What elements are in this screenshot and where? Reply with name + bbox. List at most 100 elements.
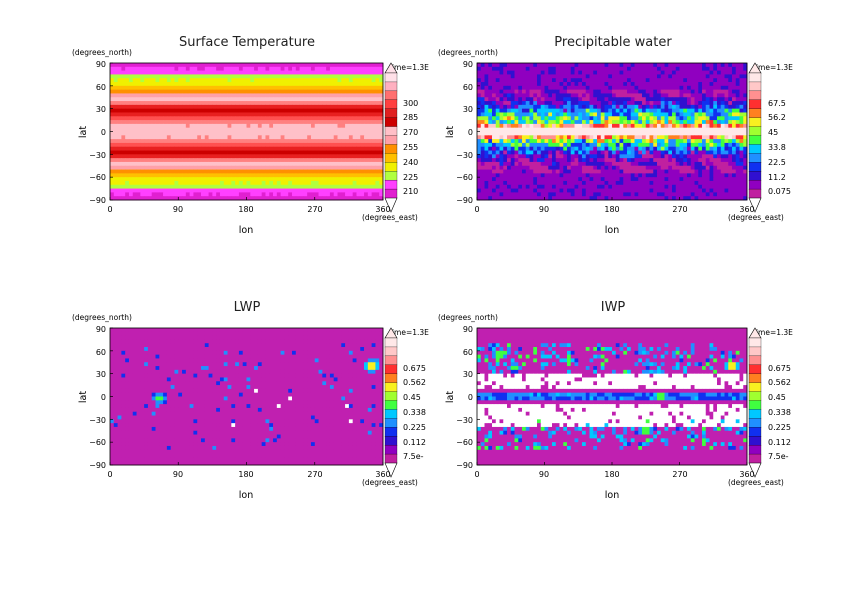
- heatmap-cell: [649, 161, 654, 167]
- heatmap-cell: [582, 177, 587, 182]
- heatmap-cell: [630, 97, 635, 102]
- heatmap-cell: [698, 146, 703, 151]
- heatmap-cell: [238, 108, 244, 113]
- heatmap-cell: [642, 120, 647, 125]
- heatmap-cell: [672, 70, 677, 75]
- heatmap-cell: [375, 82, 380, 87]
- heatmap-cell: [660, 180, 665, 186]
- heatmap-cell: [630, 158, 635, 163]
- heatmap-cell: [136, 192, 141, 197]
- heatmap-cell: [307, 97, 312, 102]
- heatmap-cell: [514, 82, 519, 87]
- heatmap-cell: [574, 70, 579, 75]
- heatmap-cell: [724, 173, 729, 178]
- heatmap-cell: [593, 165, 598, 170]
- heatmap-cell: [322, 177, 327, 182]
- heatmap-cell: [189, 184, 194, 189]
- heatmap-cell: [657, 66, 662, 72]
- heatmap-cell: [544, 78, 549, 83]
- heatmap-cell: [518, 120, 523, 125]
- heatmap-cell: [367, 89, 373, 94]
- heatmap-cell: [537, 82, 542, 87]
- heatmap-cell: [299, 184, 304, 189]
- heatmap-cell: [299, 97, 304, 102]
- heatmap-cell: [653, 85, 658, 91]
- heatmap-cell: [675, 177, 680, 182]
- heatmap-cell: [518, 93, 523, 98]
- heatmap-cell: [147, 142, 153, 148]
- heatmap-cell: [257, 192, 263, 197]
- heatmap-cell: [144, 123, 149, 129]
- heatmap-cell: [743, 169, 748, 174]
- heatmap-cell: [645, 70, 650, 75]
- heatmap-cell: [687, 161, 692, 167]
- heatmap-cell: [732, 78, 737, 83]
- heatmap-cell: [174, 74, 179, 79]
- heatmap-cell: [642, 158, 647, 163]
- heatmap-cell: [608, 74, 613, 79]
- heatmap-cell: [216, 180, 221, 186]
- heatmap-cell: [724, 139, 729, 144]
- heatmap-cell: [356, 142, 361, 148]
- heatmap-cell: [174, 161, 179, 167]
- heatmap-cell: [522, 139, 527, 144]
- heatmap-cell: [261, 135, 266, 140]
- heatmap-cell: [242, 161, 247, 167]
- heatmap-cell: [314, 150, 319, 155]
- heatmap-cell: [144, 101, 149, 106]
- heatmap-cell: [322, 120, 327, 125]
- heatmap-cell: [216, 146, 221, 151]
- heatmap-cell: [600, 93, 605, 98]
- heatmap-cell: [735, 142, 740, 148]
- heatmap-cell: [288, 169, 293, 174]
- heatmap-cell: [182, 131, 187, 136]
- heatmap-cell: [375, 150, 380, 155]
- heatmap-cell: [261, 131, 266, 136]
- heatmap-cell: [292, 78, 297, 83]
- heatmap-cell: [664, 177, 669, 182]
- heatmap-cell: [597, 165, 602, 170]
- heatmap-cell: [597, 142, 602, 148]
- heatmap-cell: [675, 93, 680, 98]
- heatmap-cell: [555, 154, 560, 159]
- heatmap-cell: [484, 63, 489, 68]
- heatmap-cell: [159, 120, 164, 125]
- heatmap-cell: [702, 173, 707, 178]
- heatmap-cell: [600, 146, 605, 151]
- heatmap-cell: [341, 135, 346, 140]
- heatmap-cell: [227, 196, 232, 201]
- heatmap-cell: [634, 139, 639, 144]
- heatmap-cell: [627, 85, 632, 91]
- heatmap-cell: [522, 63, 527, 68]
- heatmap-cell: [322, 85, 327, 91]
- heatmap-cell: [593, 169, 598, 174]
- heatmap-cell: [288, 184, 293, 189]
- heatmap-cell: [227, 154, 232, 159]
- heatmap-cell: [163, 158, 168, 163]
- heatmap-cell: [645, 142, 650, 148]
- heatmap-cell: [197, 85, 202, 91]
- heatmap-cell: [189, 161, 194, 167]
- heatmap-cell: [720, 93, 725, 98]
- heatmap-cell: [597, 63, 602, 68]
- heatmap-cell: [348, 66, 354, 72]
- heatmap-cell: [690, 112, 695, 117]
- heatmap-cell: [649, 97, 654, 102]
- heatmap-cell: [250, 74, 255, 79]
- heatmap-cell: [687, 101, 692, 106]
- heatmap-cell: [201, 78, 206, 83]
- heatmap-cell: [623, 154, 628, 159]
- heatmap-cell: [254, 131, 259, 136]
- heatmap-cell: [375, 169, 380, 174]
- heatmap-cell: [612, 184, 617, 189]
- heatmap-cell: [159, 180, 164, 186]
- heatmap-cell: [477, 93, 482, 98]
- heatmap-cell: [136, 108, 141, 113]
- heatmap-cell: [136, 78, 141, 83]
- heatmap-cell: [507, 161, 512, 167]
- heatmap-cell: [653, 177, 658, 182]
- heatmap-cell: [638, 101, 643, 106]
- heatmap-cell: [709, 85, 714, 91]
- heatmap-cell: [645, 63, 650, 68]
- heatmap-cell: [552, 173, 557, 178]
